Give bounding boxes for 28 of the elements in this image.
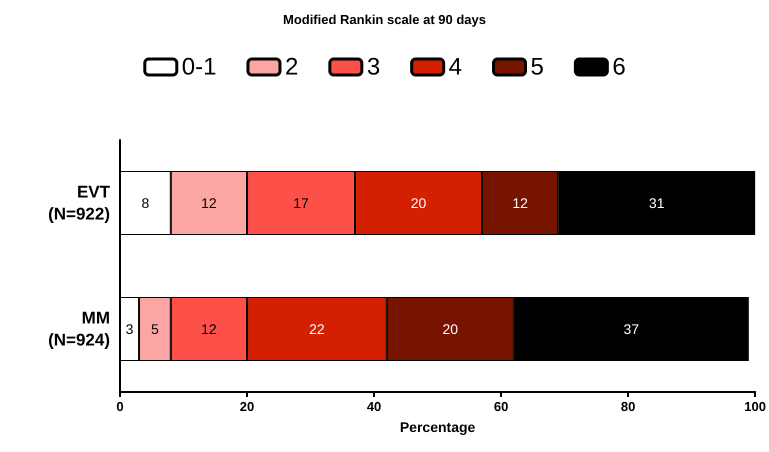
- x-tick-label: 40: [366, 399, 382, 414]
- data-label: 20: [410, 195, 427, 211]
- legend-label: 2: [284, 54, 298, 80]
- y-tick-label: EVT (N=922): [48, 182, 111, 224]
- data-label: 22: [309, 321, 325, 337]
- data-label: 20: [442, 321, 458, 337]
- data-label: 5: [151, 321, 160, 337]
- x-tick-label: 0: [116, 399, 124, 414]
- legend-label: 5: [530, 54, 544, 80]
- data-label: 12: [512, 195, 528, 211]
- y-tick-label: MM (N=924): [48, 308, 110, 350]
- legend-label: 6: [612, 54, 626, 80]
- x-tick-label: 20: [240, 399, 254, 414]
- legend-label: 0-1: [182, 54, 216, 80]
- data-label: 8: [142, 195, 150, 211]
- x-tick-label: 60: [494, 399, 508, 414]
- legend-label: 3: [366, 54, 380, 80]
- data-label: 31: [648, 195, 665, 211]
- data-label: 3: [126, 321, 134, 337]
- x-tick-label: 80: [620, 399, 636, 414]
- chart-title: Modified Rankin scale at 90 days: [282, 12, 486, 27]
- legend-label: 4: [448, 54, 462, 80]
- data-label: 12: [201, 195, 217, 211]
- data-label: 37: [624, 321, 640, 337]
- data-label: 12: [201, 321, 217, 337]
- x-axis-title: Percentage: [400, 419, 476, 435]
- x-tick-label: 100: [744, 399, 766, 414]
- data-label: 17: [293, 195, 310, 211]
